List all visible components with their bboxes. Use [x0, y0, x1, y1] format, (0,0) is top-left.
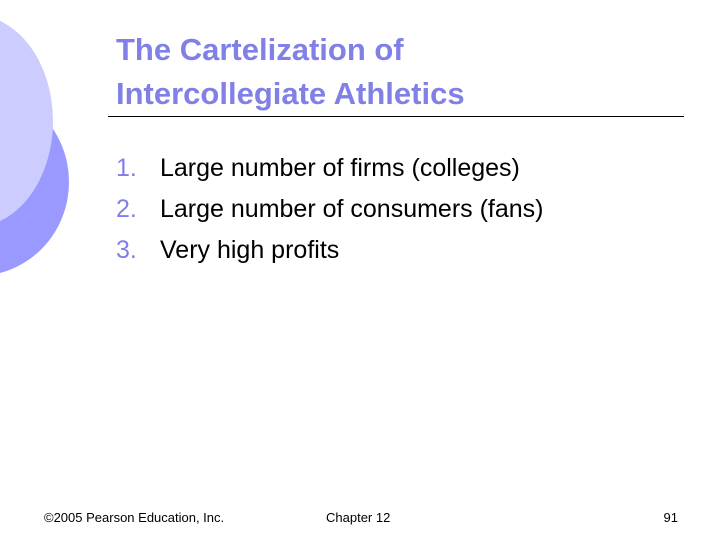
item-number: 2.: [116, 195, 137, 223]
decorative-circle-light: [0, 20, 53, 222]
bullet-list: 1. Large number of firms (colleges) 2. Lar…: [116, 148, 544, 271]
title-divider: [108, 116, 684, 117]
item-text: Large number of consumers (fans): [160, 195, 544, 223]
footer-chapter: Chapter 12: [326, 510, 391, 525]
footer-copyright: ©2005 Pearson Education, Inc.: [44, 510, 225, 525]
item-number: 1.: [116, 154, 137, 182]
slide-title: The Cartelization of Intercollegiate Ath…: [116, 28, 465, 116]
item-number: 3.: [116, 236, 137, 264]
footer-page-number: 91: [663, 510, 678, 525]
title-line-2: Intercollegiate Athletics: [116, 76, 465, 111]
item-text: Very high profits: [160, 236, 340, 264]
list-item: 2. Large number of consumers (fans): [116, 189, 544, 230]
title-line-1: The Cartelization of: [116, 32, 404, 67]
item-text: Large number of firms (colleges): [160, 154, 520, 182]
list-item: 1. Large number of firms (colleges): [116, 148, 544, 189]
list-item: 3. Very high profits: [116, 230, 544, 271]
decorative-circles: [0, 20, 69, 273]
